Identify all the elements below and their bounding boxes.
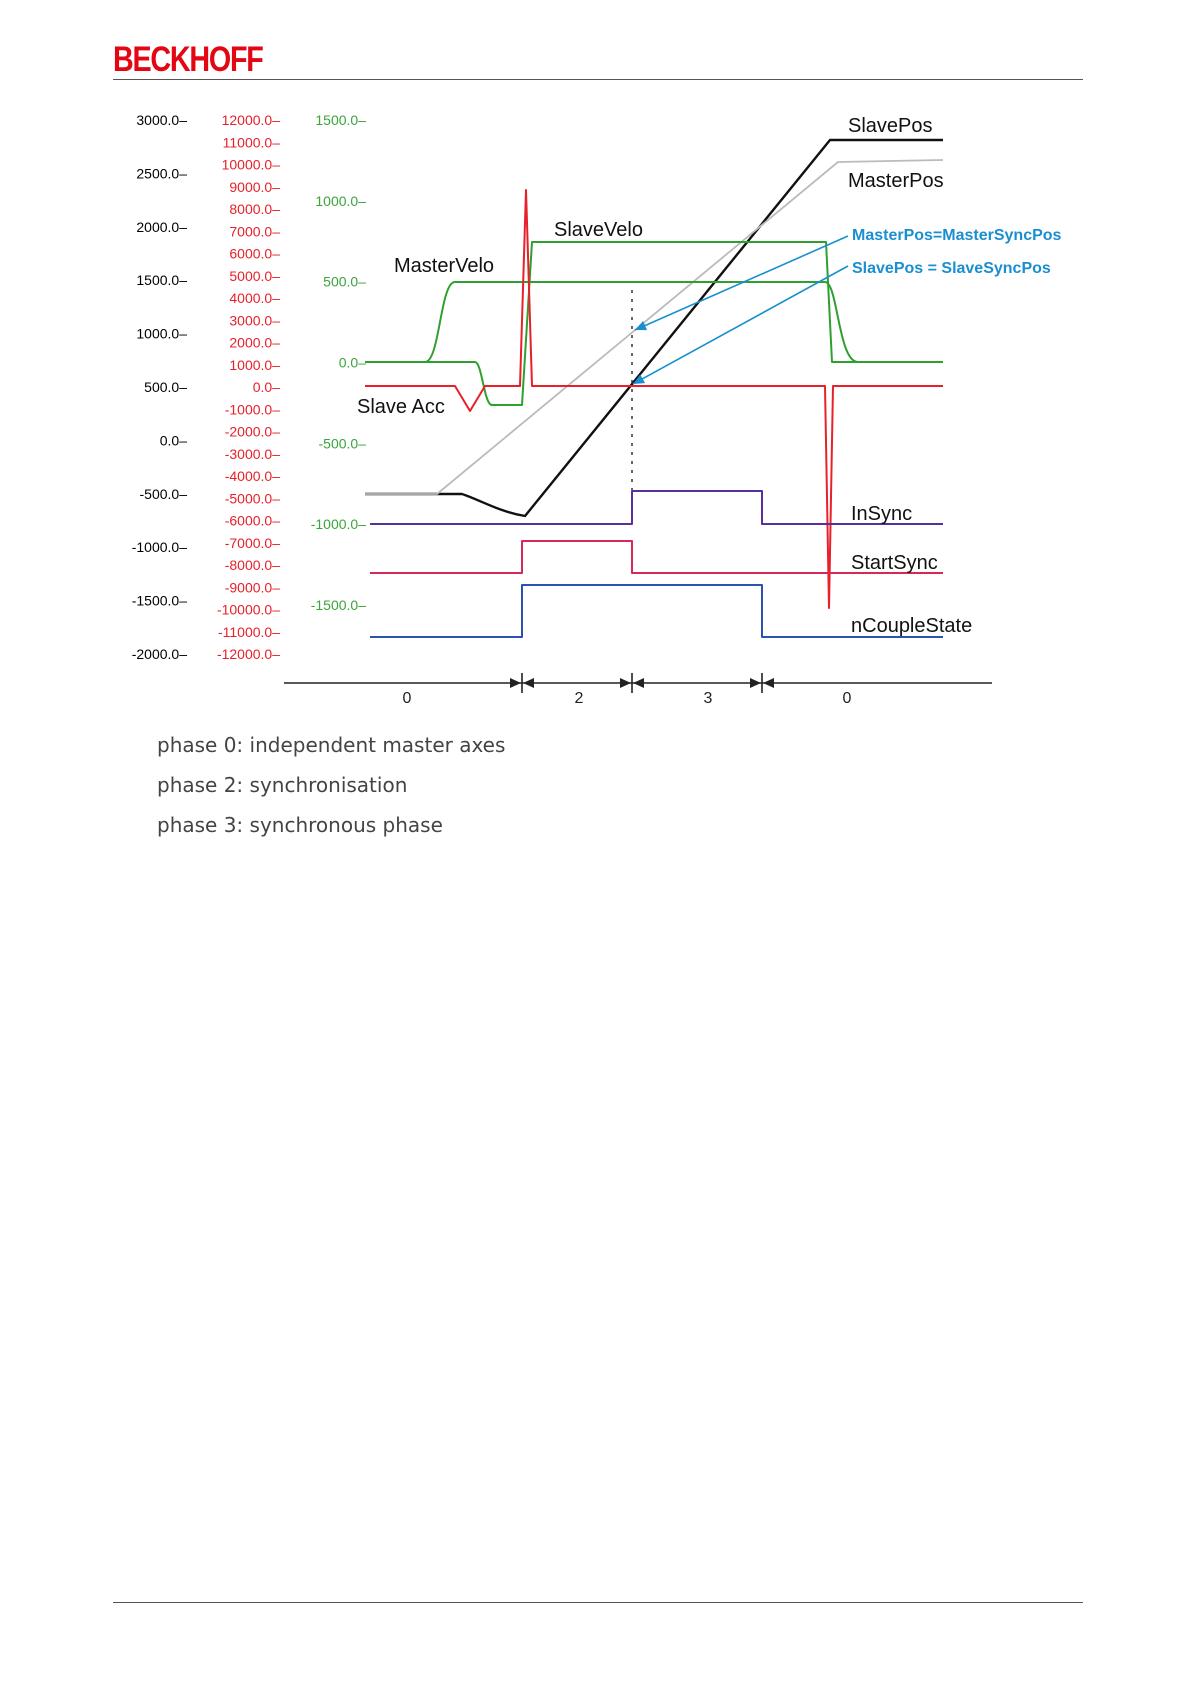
axis0-tick: -1000.0– bbox=[132, 539, 187, 555]
phase-arrow-left bbox=[620, 678, 631, 688]
series-slavevelo bbox=[365, 241, 943, 406]
axis1-tick: -6000.0– bbox=[225, 513, 280, 529]
phase-label: 2 bbox=[575, 690, 584, 707]
axis0-tick: 2500.0– bbox=[136, 165, 187, 181]
label-slavevelo: SlaveVelo bbox=[554, 219, 643, 241]
axis0-tick: -1500.0– bbox=[132, 593, 187, 609]
axis1-tick: 5000.0– bbox=[229, 268, 280, 284]
annotation-1: SlavePos = SlaveSyncPos bbox=[852, 260, 1051, 277]
series-ncouplestate bbox=[370, 584, 943, 638]
annotation-arrowhead-0 bbox=[635, 320, 648, 331]
axis1-tick: 2000.0– bbox=[229, 335, 280, 351]
axis1-tick: 8000.0– bbox=[229, 201, 280, 217]
phase-legend: phase 0: independent master axes phase 2… bbox=[157, 725, 505, 845]
axis1-tick: -10000.0– bbox=[217, 602, 280, 618]
axis1-tick: -4000.0– bbox=[225, 468, 280, 484]
axis0-tick: 3000.0– bbox=[136, 112, 187, 128]
axis0-tick: 0.0– bbox=[160, 432, 187, 448]
axis1-tick: -9000.0– bbox=[225, 579, 280, 595]
axis2-tick: 0.0– bbox=[339, 355, 366, 371]
axis2-tick: 1000.0– bbox=[315, 193, 366, 209]
axis1-tick: 10000.0– bbox=[222, 157, 281, 173]
series-lines bbox=[365, 138, 944, 638]
axis1-tick: -7000.0– bbox=[225, 535, 280, 551]
axis-tick-labels: 3000.0– 2500.0– 2000.0– 1500.0– 1000.0– 500.0… bbox=[132, 112, 366, 662]
annotation-arrow-1 bbox=[632, 265, 849, 385]
axis1-tick: 9000.0– bbox=[229, 179, 280, 195]
axis1-tick: -5000.0– bbox=[225, 490, 280, 506]
axis2-tick: -1500.0– bbox=[311, 597, 366, 613]
footer-rule bbox=[113, 1602, 1083, 1603]
axis1-tick: 4000.0– bbox=[229, 290, 280, 306]
series-labels: SlavePos MasterPos SlaveVelo MasterVelo Slav… bbox=[357, 115, 1062, 637]
phase-arrow-right bbox=[523, 678, 534, 688]
axis1-tick: -1000.0– bbox=[225, 401, 280, 417]
axis1-tick: 6000.0– bbox=[229, 246, 280, 262]
label-ncouplestate: nCoupleState bbox=[851, 615, 972, 637]
phase-bar: 0 2 3 0 bbox=[284, 673, 992, 707]
header-rule bbox=[113, 79, 1083, 80]
series-slavepos bbox=[365, 138, 943, 518]
phase-arrow-left bbox=[750, 678, 761, 688]
beckhoff-logo: BECKHOFF bbox=[113, 40, 264, 79]
axis0-tick: 1000.0– bbox=[136, 326, 187, 342]
phase-arrow-left bbox=[510, 678, 521, 688]
axis1-tick: -3000.0– bbox=[225, 446, 280, 462]
series-masterpos bbox=[365, 159, 944, 495]
motion-chart: 3000.0–2500.0–2000.0–1500.0–1000.0–500.0… bbox=[132, 112, 1062, 707]
axis1-tick: -8000.0– bbox=[225, 557, 280, 573]
phase-arrow-right bbox=[763, 678, 774, 688]
axis0-tick: 1500.0– bbox=[136, 272, 187, 288]
axis1-tick: 3000.0– bbox=[229, 312, 280, 328]
axis0-tick: 500.0– bbox=[144, 379, 187, 395]
axis0-tick: -500.0– bbox=[140, 486, 188, 502]
phase-label: 0 bbox=[403, 690, 412, 707]
axis2-tick: 500.0– bbox=[323, 274, 366, 290]
axis0-tick: 2000.0– bbox=[136, 219, 187, 235]
axis1-tick: 7000.0– bbox=[229, 223, 280, 239]
annotation-arrow-0 bbox=[634, 235, 849, 331]
series-mastervelo bbox=[365, 281, 943, 363]
label-mastervelo: MasterVelo bbox=[394, 255, 494, 277]
label-startsync: StartSync bbox=[851, 552, 938, 574]
legend-phase-3: phase 3: synchronous phase bbox=[157, 813, 443, 837]
label-slave-acc: Slave Acc bbox=[357, 396, 445, 418]
phase-label: 0 bbox=[843, 690, 852, 707]
axis2-tick: -1000.0– bbox=[311, 516, 366, 532]
axis1-tick: -2000.0– bbox=[225, 424, 280, 440]
label-masterpos: MasterPos bbox=[848, 170, 944, 192]
axis1-tick: 12000.0– bbox=[222, 112, 281, 128]
label-slavepos: SlavePos bbox=[848, 115, 933, 137]
legend-phase-2: phase 2: synchronisation bbox=[157, 773, 408, 797]
series-insync bbox=[370, 490, 943, 525]
axis1-tick: -12000.0– bbox=[217, 646, 280, 662]
axis1-tick: 1000.0– bbox=[229, 357, 280, 373]
phase-label: 3 bbox=[704, 690, 713, 707]
axis1-tick: 11000.0– bbox=[223, 134, 281, 150]
series-slave-acc bbox=[365, 189, 943, 609]
label-insync: InSync bbox=[851, 503, 912, 525]
axis0-tick: -2000.0– bbox=[132, 646, 187, 662]
axis1-tick: 0.0– bbox=[253, 379, 280, 395]
series-startsync bbox=[370, 540, 943, 574]
axis2-tick: -500.0– bbox=[319, 435, 367, 451]
legend-phase-0: phase 0: independent master axes bbox=[157, 733, 506, 757]
axis1-tick: -11000.0– bbox=[218, 624, 280, 640]
axis2-tick: 1500.0– bbox=[315, 112, 366, 128]
annotation-0: MasterPos=MasterSyncPos bbox=[852, 227, 1062, 244]
phase-arrow-right bbox=[633, 678, 644, 688]
annotation-arrowhead-1 bbox=[633, 374, 646, 384]
